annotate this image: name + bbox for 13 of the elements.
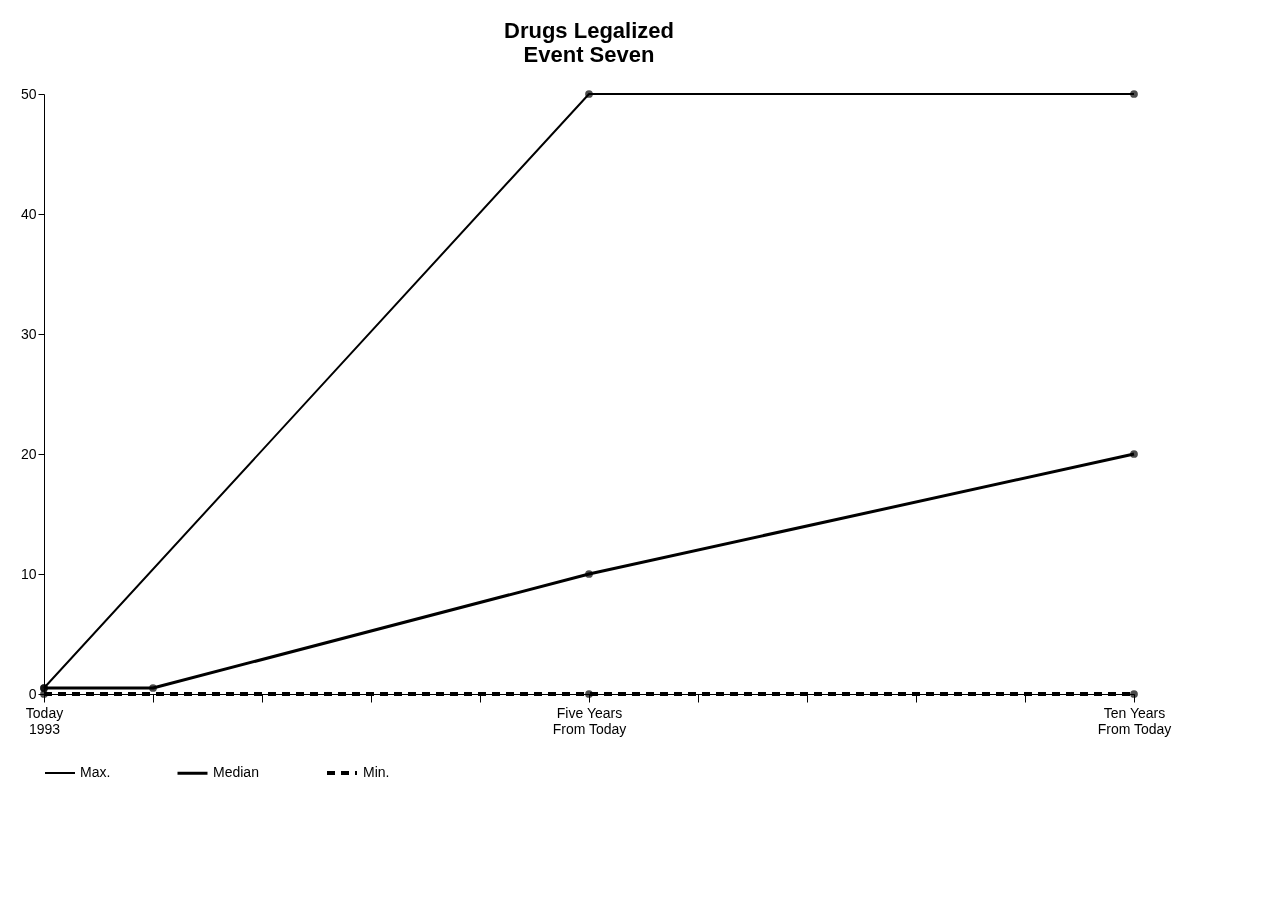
- legend-label: Min.: [363, 764, 390, 780]
- y-tick-label: 20: [20, 445, 37, 462]
- x-tick-label: Today 1993: [25, 704, 64, 737]
- y-tick-label: 50: [20, 85, 37, 102]
- y-tick-label: 0: [28, 685, 37, 702]
- x-tick-label: Five Years From Today: [552, 704, 627, 737]
- x-tick-label: Ten Years From Today: [1097, 704, 1172, 737]
- chart-title: Drugs Legalized Event Seven: [504, 18, 674, 67]
- legend-label: Max.: [80, 764, 111, 780]
- y-tick-label: 40: [20, 205, 37, 222]
- y-tick-label: 10: [20, 565, 37, 582]
- legend-label: Median: [213, 764, 259, 781]
- y-tick-label: 30: [20, 325, 37, 342]
